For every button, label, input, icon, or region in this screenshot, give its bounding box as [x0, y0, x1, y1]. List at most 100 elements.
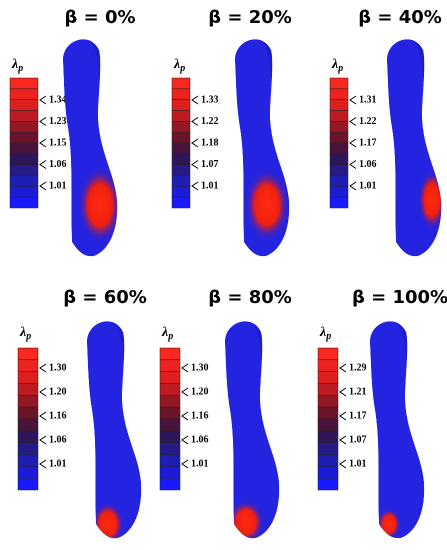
- tick-chevron: [339, 435, 347, 445]
- colorbar-band: [159, 442, 181, 455]
- tick-chevron: [191, 117, 199, 126]
- tick-label: 1.01: [49, 180, 67, 191]
- colorbar-band: [17, 454, 39, 467]
- colorbar-band: [171, 110, 191, 122]
- panel-title: β = 80%: [208, 287, 292, 308]
- tick-chevron: [39, 435, 47, 445]
- tick-label: 1.01: [49, 458, 67, 469]
- legend-label: λp: [161, 325, 173, 342]
- stress-region: [245, 169, 289, 241]
- colorbar-band: [159, 359, 181, 372]
- legend-subscript: p: [179, 63, 185, 74]
- colorbar-band: [329, 110, 349, 122]
- tick-label: 1.01: [191, 458, 209, 469]
- colorbar-band: [171, 175, 191, 187]
- colorbar-band: [9, 110, 39, 122]
- colorbar-band: [171, 142, 191, 155]
- tick-label: 1.18: [201, 137, 219, 148]
- colorbar-band: [317, 418, 339, 432]
- tick-label: 1.15: [49, 137, 67, 148]
- colorbar-band: [9, 99, 39, 111]
- colorbar-band: [9, 196, 39, 209]
- panel: β = 100% λp 1.29 1.21 1.17 1.07 1.01: [317, 287, 447, 539]
- colorbar-band: [159, 466, 181, 479]
- colorbar-band: [17, 477, 39, 491]
- colorbar-band: [317, 347, 339, 361]
- legend-symbol: λ: [331, 57, 338, 72]
- legend-subscript: p: [337, 63, 343, 74]
- tick-label: 1.20: [49, 386, 67, 397]
- colorbar-band: [171, 88, 191, 100]
- legend-symbol: λ: [319, 325, 326, 340]
- colorbar-band: [317, 477, 339, 491]
- panel: β = 0% λp 1.34 1.23 1.15 1.06 1.01: [9, 7, 136, 257]
- legend-subscript: p: [17, 63, 23, 74]
- tick-chevron: [39, 160, 47, 169]
- colorbar-band: [9, 175, 39, 187]
- tick-label: 1.33: [201, 94, 219, 105]
- colorbar-band: [329, 196, 349, 209]
- tick-chevron: [339, 363, 347, 373]
- tick-label: 1.06: [49, 159, 67, 170]
- colorbar-band: [171, 153, 191, 165]
- tick-chevron: [181, 363, 189, 373]
- colorbar-band: [17, 442, 39, 455]
- panel: β = 20% λp 1.33 1.22 1.18 1.07 1.01: [171, 7, 292, 257]
- legend-label: λp: [19, 325, 31, 342]
- colorbar-band: [171, 77, 191, 90]
- panel: β = 80% λp 1.30 1.20 1.16 1.06 1.01: [159, 287, 292, 539]
- tick-label: 1.17: [359, 137, 377, 148]
- colorbar-band: [329, 77, 349, 90]
- tick-chevron: [191, 160, 199, 169]
- tick-label: 1.34: [49, 94, 67, 105]
- colorbar-band: [9, 142, 39, 155]
- shape: [224, 321, 280, 539]
- colorbar-band: [329, 121, 349, 133]
- colorbar-band: [329, 99, 349, 111]
- colorbar-band: [159, 477, 181, 491]
- stress-region: [228, 500, 264, 539]
- tick-label: 1.20: [191, 386, 209, 397]
- colorbar-band: [9, 77, 39, 90]
- shape: [62, 39, 118, 257]
- stress-region: [377, 508, 401, 539]
- tick-label: 1.01: [349, 458, 367, 469]
- panel-title: β = 100%: [352, 287, 447, 308]
- colorbar-band: [9, 186, 39, 198]
- tick-label: 1.07: [201, 159, 219, 170]
- shape-body: [369, 321, 425, 539]
- shape: [386, 39, 442, 257]
- panel-title: β = 40%: [358, 7, 442, 28]
- colorbar-band: [329, 153, 349, 165]
- colorbar-band: [17, 371, 39, 384]
- shape: [86, 321, 142, 539]
- tick-chevron: [191, 138, 199, 148]
- tick-chevron: [39, 411, 47, 421]
- tick-chevron: [349, 181, 357, 191]
- colorbar-band: [17, 406, 39, 420]
- legend-label: λp: [319, 325, 331, 342]
- legend-label: λp: [11, 57, 23, 74]
- colorbar-band: [329, 186, 349, 198]
- colorbar-band: [317, 454, 339, 467]
- colorbar-band: [159, 395, 181, 408]
- tick-label: 1.01: [359, 180, 377, 191]
- tick-label: 1.21: [349, 386, 367, 397]
- colorbar-band: [329, 131, 349, 144]
- shape-body: [86, 321, 142, 539]
- tick-chevron: [39, 138, 47, 148]
- panel-title: β = 20%: [208, 7, 292, 28]
- tick-label: 1.16: [191, 410, 209, 421]
- stress-region: [78, 167, 118, 243]
- tick-chevron: [339, 459, 347, 469]
- tick-label: 1.30: [191, 362, 209, 373]
- colorbar-band: [317, 371, 339, 384]
- colorbar-band: [159, 430, 181, 443]
- colorbar-band: [9, 164, 39, 176]
- tick-chevron: [181, 435, 189, 445]
- tick-chevron: [181, 387, 189, 397]
- stress-region: [92, 502, 124, 539]
- legend-symbol: λ: [11, 57, 18, 72]
- colorbar-band: [329, 142, 349, 155]
